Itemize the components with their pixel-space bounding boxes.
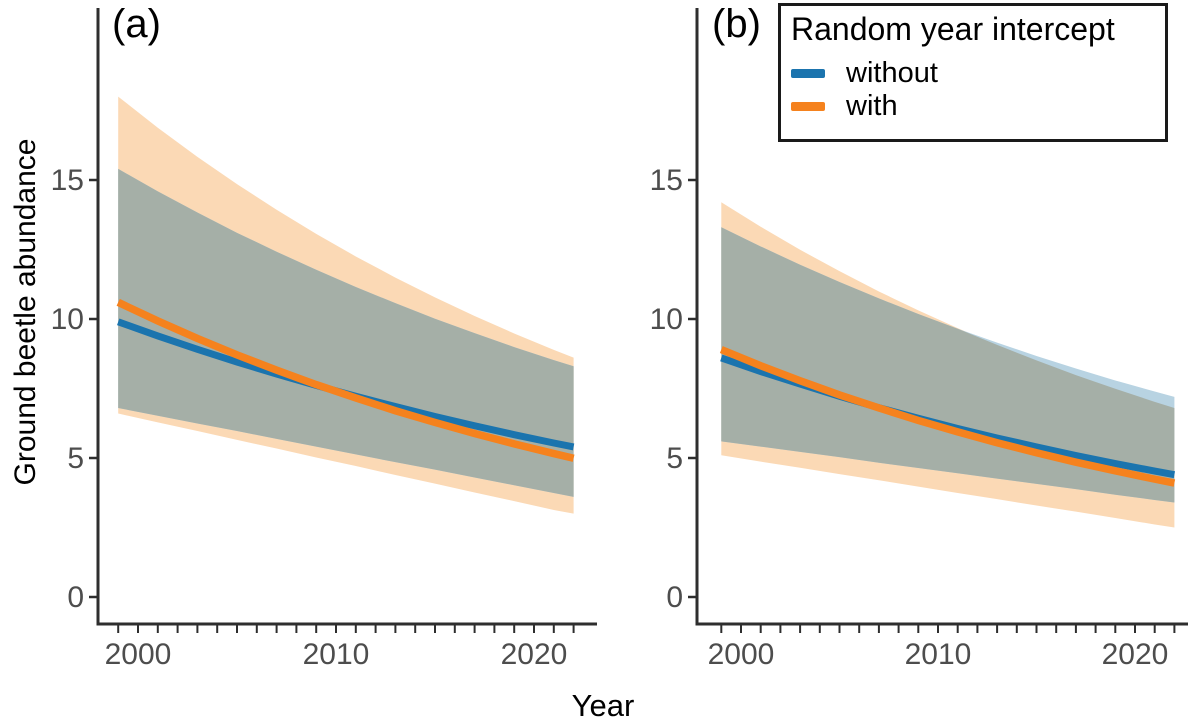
- y-tick-label-a: 0: [67, 581, 84, 614]
- line-with-a: [116, 298, 575, 462]
- legend-item-with: with: [791, 90, 1155, 123]
- legend-item-label: without: [846, 57, 938, 89]
- y-tick-label-a: 15: [51, 164, 84, 197]
- panel-label-b: (b): [712, 2, 761, 46]
- y-axis-title: Ground beetle abundance: [9, 138, 42, 486]
- legend-item-without: without: [791, 57, 1155, 90]
- legend-swatch-without-icon: [791, 69, 825, 78]
- y-tick-label-b: 0: [666, 581, 683, 614]
- line-with-b: [719, 346, 1176, 487]
- x-tick-label-b: 2020: [1102, 638, 1169, 671]
- legend-item-label: with: [846, 90, 898, 122]
- x-tick-label-a: 2010: [303, 638, 370, 671]
- x-tick-label-a: 2020: [501, 638, 568, 671]
- y-tick-label-a: 5: [67, 442, 84, 475]
- panel-label-a: (a): [112, 2, 161, 46]
- x-tick-label-b: 2010: [905, 638, 972, 671]
- x-axis-title: Year: [571, 688, 635, 723]
- y-tick-label-b: 15: [650, 164, 683, 197]
- legend-title: Random year intercept: [791, 11, 1115, 47]
- legend-swatch-with-icon: [791, 102, 825, 111]
- ci-ribbon-overlap-b: [721, 227, 1175, 503]
- y-tick-label-b: 10: [650, 303, 683, 336]
- legend: Random year intercept without with: [778, 3, 1168, 142]
- x-tick-label-b: 2000: [708, 638, 775, 671]
- x-tick-label-a: 2000: [105, 638, 172, 671]
- ci-ribbon-overlap-a: [118, 168, 574, 497]
- y-tick-label-a: 10: [51, 303, 84, 336]
- y-tick-label-b: 5: [666, 442, 683, 475]
